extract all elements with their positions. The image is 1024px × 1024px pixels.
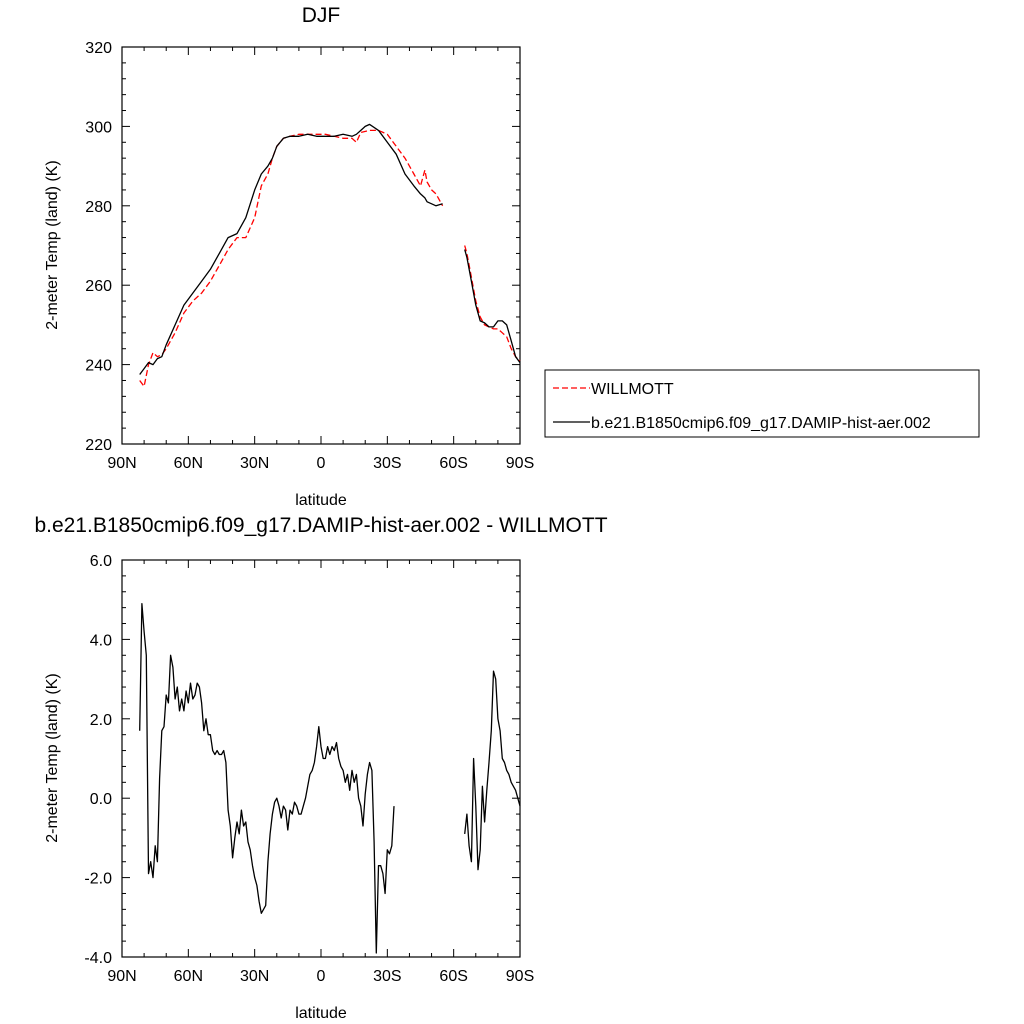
legend-label-willmott: WILLMOTT: [591, 381, 674, 398]
y-tick-label: 4.0: [90, 632, 112, 649]
y-tick-label: 2.0: [90, 712, 112, 729]
x-tick-label: 30N: [240, 968, 269, 985]
y-tick-label: -2.0: [84, 871, 112, 888]
legend-label-model: b.e21.B1850cmip6.f09_g17.DAMIP-hist-aer.…: [591, 415, 931, 432]
x-tick-label: 60S: [439, 455, 467, 472]
x-tick-label: 90N: [107, 968, 136, 985]
model-series-line: [139, 603, 395, 954]
bottom-y-axis-label: 2-meter Temp (land) (K): [44, 673, 61, 843]
bottom-panel-title: b.e21.B1850cmip6.f09_g17.DAMIP-hist-aer.…: [34, 514, 607, 537]
bottom-panel: b.e21.B1850cmip6.f09_g17.DAMIP-hist-aer.…: [34, 514, 607, 1022]
x-tick-label: 60S: [439, 968, 467, 985]
willmott-series-line: [139, 129, 444, 388]
x-tick-label: 30S: [373, 968, 401, 985]
top-y-axis-label: 2-meter Temp (land) (K): [44, 160, 61, 330]
top-plot-frame: [121, 46, 521, 445]
top-ticks: [121, 46, 521, 445]
top-series-lines: [139, 123, 521, 388]
x-tick-label: 90S: [506, 968, 534, 985]
bottom-series-lines: [139, 603, 521, 954]
y-tick-label: -4.0: [84, 950, 112, 967]
y-tick-label: 240: [85, 358, 112, 375]
top-y-tick-labels: 220 240 260 280 300 320: [85, 40, 112, 454]
x-tick-label: 60N: [174, 455, 203, 472]
y-tick-label: 6.0: [90, 553, 112, 570]
x-tick-label: 30S: [373, 455, 401, 472]
x-tick-label: 90N: [107, 455, 136, 472]
bottom-x-axis-label: latitude: [295, 1005, 347, 1022]
y-tick-label: 280: [85, 199, 112, 216]
top-panel: DJF 90N 60N 30N 0 30S 60S 90S 220 240 260 280 300 3…: [44, 4, 534, 509]
x-tick-label: 30N: [240, 455, 269, 472]
model-series-line: [139, 123, 443, 375]
x-tick-label: 0: [317, 455, 326, 472]
bottom-y-tick-labels: -4.0 -2.0 0.0 2.0 4.0 6.0: [84, 553, 112, 967]
legend: WILLMOTT b.e21.B1850cmip6.f09_g17.DAMIP-…: [544, 369, 980, 438]
y-tick-label: 220: [85, 437, 112, 454]
model-series-line: [464, 249, 521, 363]
y-tick-label: 260: [85, 278, 112, 295]
y-tick-label: 300: [85, 119, 112, 136]
x-tick-label: 90S: [506, 455, 534, 472]
bottom-x-tick-labels: 90N 60N 30N 0 30S 60S 90S: [107, 968, 534, 985]
willmott-series-line: [464, 245, 521, 362]
y-tick-label: 320: [85, 40, 112, 57]
bottom-plot-frame: [121, 559, 521, 958]
legend-box: [544, 369, 980, 438]
top-x-tick-labels: 90N 60N 30N 0 30S 60S 90S: [107, 455, 534, 472]
model-series-line: [464, 670, 521, 871]
x-tick-label: 60N: [174, 968, 203, 985]
y-tick-label: 0.0: [90, 791, 112, 808]
top-panel-title: DJF: [302, 4, 341, 27]
x-tick-label: 0: [317, 968, 326, 985]
bottom-ticks: [121, 559, 521, 958]
top-x-axis-label: latitude: [295, 492, 347, 509]
